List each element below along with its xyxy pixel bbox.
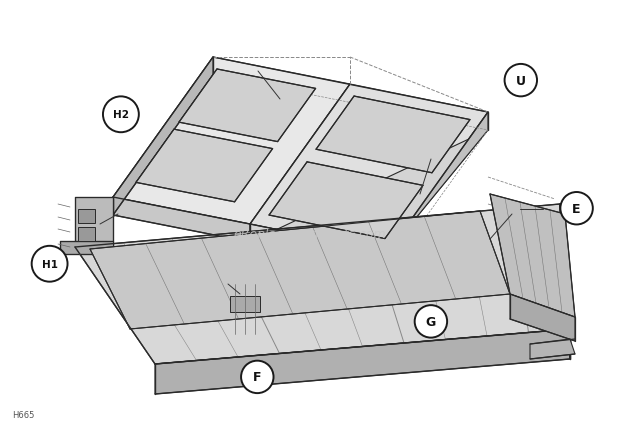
- Polygon shape: [113, 58, 213, 216]
- Polygon shape: [250, 131, 488, 253]
- Text: eReplacementParts.com: eReplacementParts.com: [234, 228, 386, 241]
- Text: F: F: [253, 371, 262, 383]
- Polygon shape: [78, 210, 95, 224]
- Polygon shape: [113, 58, 350, 225]
- Polygon shape: [113, 198, 250, 242]
- Circle shape: [103, 97, 139, 133]
- Text: H1: H1: [42, 259, 58, 269]
- Circle shape: [415, 305, 447, 338]
- Text: U: U: [516, 75, 526, 87]
- Polygon shape: [136, 130, 273, 202]
- Polygon shape: [560, 204, 570, 359]
- Circle shape: [241, 361, 273, 393]
- Circle shape: [32, 246, 68, 282]
- Text: H665: H665: [12, 410, 34, 419]
- Polygon shape: [90, 211, 510, 329]
- Polygon shape: [269, 162, 423, 239]
- Polygon shape: [155, 329, 570, 394]
- Polygon shape: [250, 85, 488, 253]
- Text: E: E: [572, 202, 581, 215]
- Polygon shape: [78, 227, 95, 242]
- Circle shape: [505, 65, 537, 97]
- Polygon shape: [388, 113, 488, 253]
- Polygon shape: [530, 339, 575, 359]
- Polygon shape: [75, 198, 113, 248]
- Polygon shape: [179, 70, 316, 142]
- Polygon shape: [510, 294, 575, 341]
- Polygon shape: [60, 242, 113, 254]
- Polygon shape: [230, 296, 260, 312]
- Polygon shape: [490, 195, 575, 317]
- Polygon shape: [316, 97, 470, 173]
- Text: H2: H2: [113, 110, 129, 120]
- Polygon shape: [75, 204, 570, 364]
- Text: G: G: [426, 315, 436, 328]
- Circle shape: [560, 193, 593, 225]
